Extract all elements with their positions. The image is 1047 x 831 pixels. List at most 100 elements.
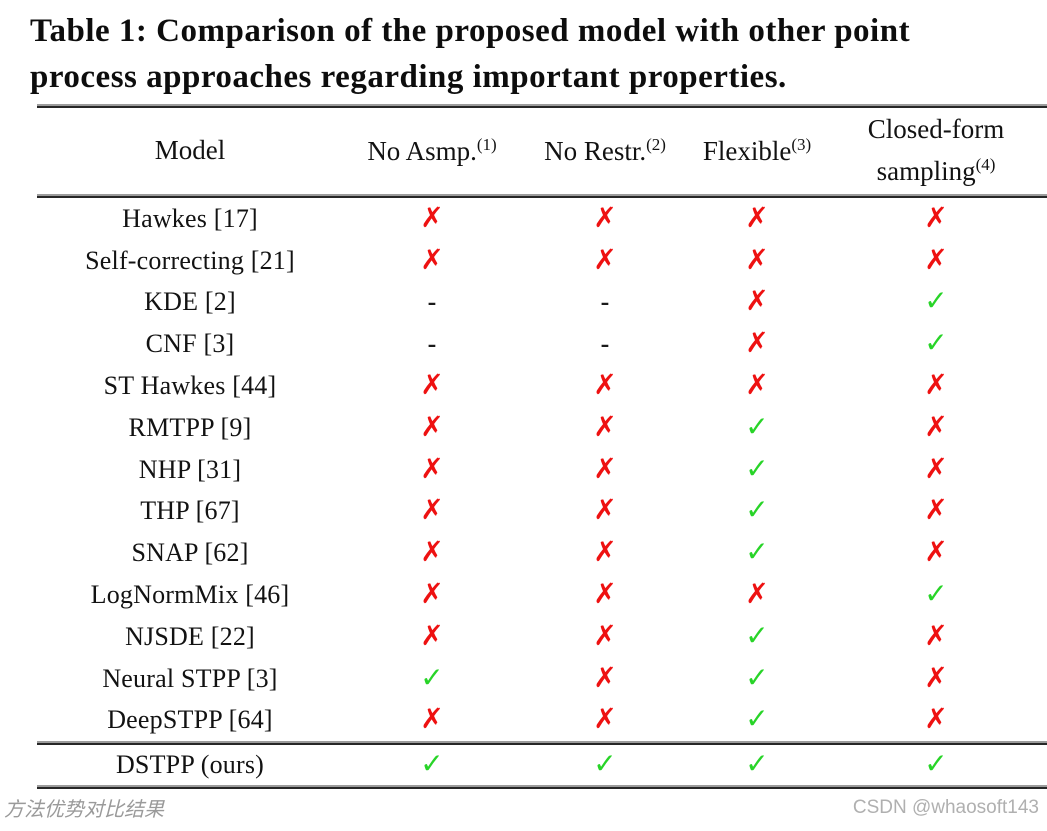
- x-mark: ✗: [745, 200, 769, 234]
- superscript-1: (1): [476, 134, 497, 154]
- x-mark: ✗: [420, 242, 444, 276]
- x-mark: ✗: [924, 660, 948, 694]
- dash-mark: -: [600, 287, 610, 317]
- check-mark: ✓: [420, 660, 444, 694]
- table-body: Hawkes [17] ✗ ✗ ✗ ✗ Self-correcting [21] ✗ ✗ ✗ ✗ K…: [37, 198, 1047, 741]
- check-mark: ✓: [745, 535, 769, 569]
- x-mark: ✗: [593, 200, 617, 234]
- x-mark: ✗: [924, 451, 948, 485]
- x-mark: ✗: [745, 577, 769, 611]
- table-row: DeepSTPP [64] ✗ ✗ ✓ ✗: [37, 700, 1047, 742]
- column-header-flexible: Flexible(3): [702, 134, 812, 166]
- table-row: RMTPP [9] ✗ ✗ ✓ ✗: [37, 407, 1047, 449]
- model-name: THP [67]: [140, 496, 240, 526]
- x-mark: ✗: [924, 242, 948, 276]
- table-row: LogNormMix [46] ✗ ✗ ✗ ✓: [37, 574, 1047, 616]
- x-mark: ✗: [420, 702, 444, 736]
- table-row: NHP [31] ✗ ✗ ✓ ✗: [37, 449, 1047, 491]
- x-mark: ✗: [593, 409, 617, 443]
- x-mark: ✗: [593, 702, 617, 736]
- table-caption-line1: Table 1: Comparison of the proposed mode…: [30, 13, 911, 49]
- x-mark: ✗: [593, 493, 617, 527]
- model-name: RMTPP [9]: [128, 412, 252, 442]
- x-mark: ✗: [593, 368, 617, 402]
- dash-mark: -: [600, 329, 610, 359]
- x-mark: ✗: [593, 618, 617, 652]
- x-mark: ✗: [593, 451, 617, 485]
- table-row: Hawkes [17] ✗ ✗ ✗ ✗: [37, 198, 1047, 240]
- bottom-rule: [37, 785, 1047, 790]
- x-mark: ✗: [924, 368, 948, 402]
- watermark: CSDN @whaosoft143: [852, 797, 1039, 818]
- image-caption-zh: 方法优势对比结果: [4, 799, 164, 821]
- x-mark: ✗: [924, 409, 948, 443]
- top-rule: [37, 104, 1047, 108]
- table-row: Neural STPP [3] ✓ ✗ ✓ ✗: [37, 658, 1047, 700]
- model-name: CNF [3]: [145, 329, 235, 359]
- x-mark: ✗: [924, 618, 948, 652]
- check-mark: ✓: [924, 284, 948, 318]
- x-mark: ✗: [420, 200, 444, 234]
- x-mark: ✗: [593, 660, 617, 694]
- x-mark: ✗: [420, 577, 444, 611]
- x-mark: ✗: [420, 451, 444, 485]
- comparison-table: Model No Asmp.(1) No Restr.(2) Flexible(…: [37, 104, 1047, 790]
- x-mark: ✗: [420, 368, 444, 402]
- x-mark: ✗: [745, 242, 769, 276]
- check-mark: ✓: [745, 702, 769, 736]
- table-row: ST Hawkes [44] ✗ ✗ ✗ ✗: [37, 365, 1047, 407]
- x-mark: ✗: [745, 368, 769, 402]
- table-row: SNAP [62] ✗ ✗ ✓ ✗: [37, 532, 1047, 574]
- model-name: Hawkes [17]: [122, 203, 258, 233]
- x-mark: ✗: [593, 242, 617, 276]
- check-mark: ✓: [745, 660, 769, 694]
- column-header-closed-form: Closed-form sampling(4): [867, 114, 1005, 186]
- table-caption: Table 1: Comparison of the proposed mode…: [30, 8, 1047, 100]
- model-name: KDE [2]: [144, 287, 236, 317]
- model-name: DeepSTPP [64]: [107, 705, 273, 735]
- column-header-model: Model: [154, 135, 226, 166]
- dash-mark: -: [427, 329, 437, 359]
- dash-mark: -: [427, 287, 437, 317]
- x-mark: ✗: [420, 535, 444, 569]
- table-caption-line2: process approaches regarding important p…: [30, 59, 787, 96]
- x-mark: ✗: [924, 200, 948, 234]
- x-mark: ✗: [745, 326, 769, 360]
- table-header-row: Model No Asmp.(1) No Restr.(2) Flexible(…: [37, 108, 1047, 194]
- check-mark: ✓: [593, 747, 617, 781]
- check-mark: ✓: [745, 747, 769, 781]
- table-row: CNF [3] - - ✗ ✓: [37, 323, 1047, 365]
- check-mark: ✓: [924, 747, 948, 781]
- x-mark: ✗: [420, 618, 444, 652]
- model-name: LogNormMix [46]: [90, 580, 290, 610]
- column-header-no-restr: No Restr.(2): [544, 134, 666, 166]
- table-row: DSTPP (ours) ✓ ✓ ✓ ✓: [37, 745, 1047, 785]
- x-mark: ✗: [593, 535, 617, 569]
- x-mark: ✗: [924, 535, 948, 569]
- check-mark: ✓: [745, 618, 769, 652]
- model-name: NHP [31]: [138, 454, 242, 484]
- check-mark: ✓: [924, 326, 948, 360]
- check-mark: ✓: [745, 451, 769, 485]
- header-rule: [37, 194, 1047, 198]
- table-row: NJSDE [22] ✗ ✗ ✓ ✗: [37, 616, 1047, 658]
- model-name: Neural STPP [3]: [102, 663, 278, 693]
- model-name: Self-correcting [21]: [85, 245, 295, 275]
- table-row: THP [67] ✗ ✗ ✓ ✗: [37, 491, 1047, 533]
- model-name: DSTPP (ours): [115, 750, 265, 780]
- column-header-no-asmp: No Asmp.(1): [367, 134, 497, 166]
- model-name: NJSDE [22]: [125, 621, 255, 651]
- ours-row-section: DSTPP (ours) ✓ ✓ ✓ ✓: [37, 745, 1047, 785]
- superscript-4: (4): [975, 155, 996, 174]
- check-mark: ✓: [745, 493, 769, 527]
- x-mark: ✗: [420, 409, 444, 443]
- table-row: KDE [2] - - ✗ ✓: [37, 282, 1047, 324]
- x-mark: ✗: [420, 493, 444, 527]
- x-mark: ✗: [745, 284, 769, 318]
- check-mark: ✓: [420, 747, 444, 781]
- model-name: SNAP [62]: [131, 538, 249, 568]
- table-row: Self-correcting [21] ✗ ✗ ✗ ✗: [37, 240, 1047, 282]
- superscript-3: (3): [791, 134, 812, 154]
- superscript-2: (2): [646, 134, 666, 154]
